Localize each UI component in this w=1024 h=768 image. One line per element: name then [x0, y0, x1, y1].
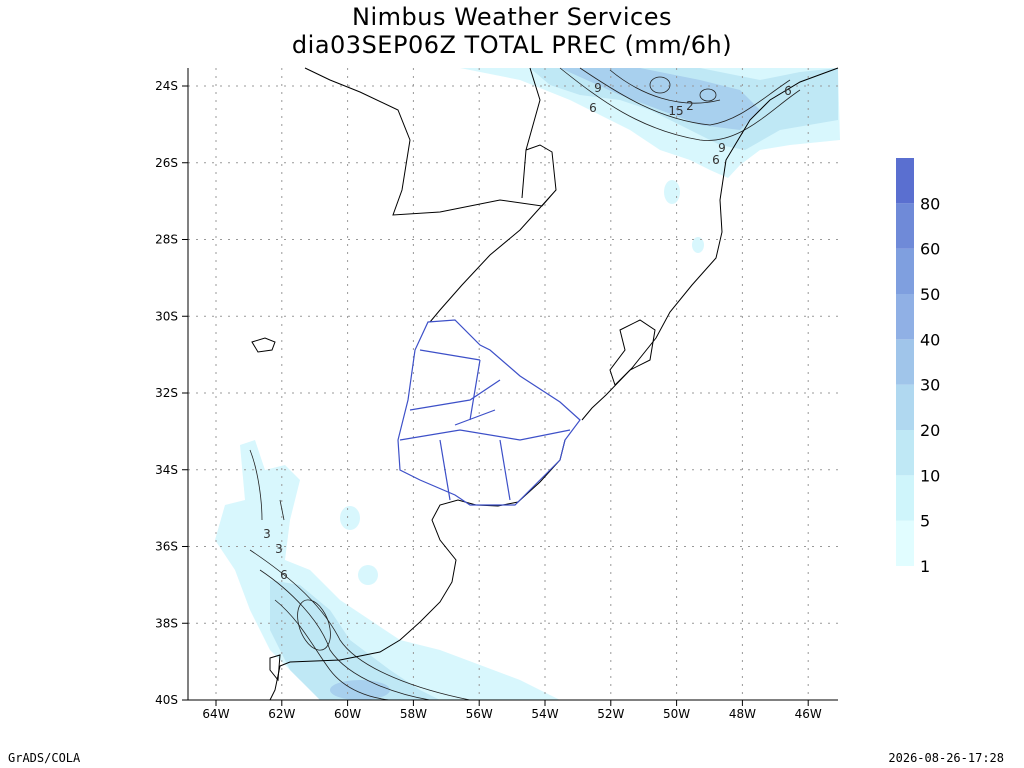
colorbar-box — [896, 294, 914, 340]
lat-label: 38S — [155, 616, 178, 630]
colorbar-box — [896, 339, 914, 385]
colorbar-label: 20 — [920, 421, 940, 440]
lat-label: 34S — [155, 463, 178, 477]
lon-label: 48W — [729, 707, 756, 721]
contour-label: 6 — [589, 101, 597, 115]
contour-label: 2 — [686, 99, 694, 113]
land-outlines — [251, 67, 839, 701]
lat-label: 36S — [155, 540, 178, 554]
contour-label: 3 — [275, 542, 283, 556]
lon-label: 50W — [663, 707, 690, 721]
lon-label: 52W — [597, 707, 624, 721]
lon-label: 64W — [202, 707, 229, 721]
colorbar-box — [896, 520, 914, 566]
contour-label: 6 — [712, 153, 720, 167]
colorbar-box — [896, 384, 914, 430]
lon-label: 46W — [795, 707, 822, 721]
contour-label: 6 — [280, 568, 288, 582]
contour-label: 9 — [594, 81, 602, 95]
contour-label: 3 — [263, 527, 271, 541]
lon-label: 62W — [268, 707, 295, 721]
lon-label: 58W — [400, 707, 427, 721]
lat-label: 40S — [155, 693, 178, 707]
colorbar-box — [896, 475, 914, 521]
contour-label: 9 — [718, 141, 726, 155]
colorbar-label: 60 — [920, 240, 940, 259]
lat-label: 26S — [155, 156, 178, 170]
lon-label: 56W — [466, 707, 493, 721]
precipitation-shading — [215, 68, 840, 700]
lat-label: 30S — [155, 309, 178, 323]
footer-right: 2026-08-26-17:28 — [888, 751, 1004, 765]
lon-label: 54W — [531, 707, 558, 721]
lat-label: 32S — [155, 386, 178, 400]
lat-label: 28S — [155, 233, 178, 247]
lat-label: 24S — [155, 79, 178, 93]
contours — [249, 67, 801, 701]
colorbar-box — [896, 248, 914, 294]
contour-label: 6 — [784, 84, 792, 98]
colorbar-box — [896, 430, 914, 476]
colorbar-label: 30 — [920, 376, 940, 395]
title: Nimbus Weather Services — [352, 3, 672, 31]
footer-left: GrADS/COLA — [8, 751, 81, 765]
colorbar-label: 5 — [920, 512, 930, 531]
colorbar-label: 1 — [920, 557, 930, 576]
colorbar-label: 80 — [920, 194, 940, 213]
subtitle: dia03SEP06Z TOTAL PREC (mm/6h) — [292, 31, 732, 59]
colorbar-label: 50 — [920, 285, 940, 304]
colorbar-box — [896, 203, 914, 249]
contour-label: 15 — [668, 104, 683, 118]
colorbar-label: 10 — [920, 466, 940, 485]
lon-label: 60W — [334, 707, 361, 721]
colorbar-box — [896, 158, 914, 204]
colorbar-label: 40 — [920, 330, 940, 349]
